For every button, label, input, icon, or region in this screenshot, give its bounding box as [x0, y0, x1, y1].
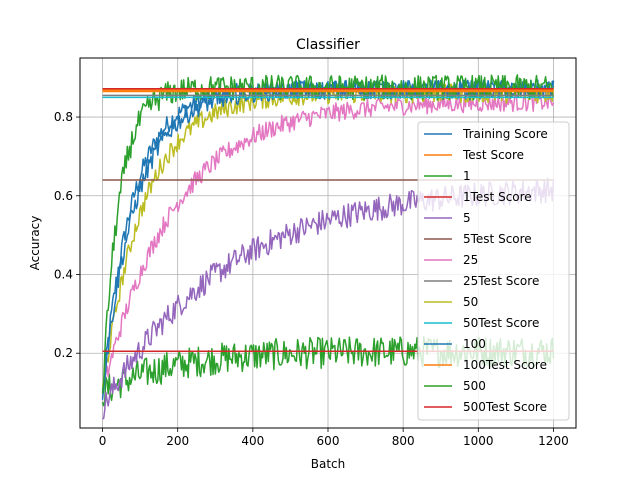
x-tick-label: 1200	[538, 434, 569, 448]
chart-title: Classifier	[296, 37, 360, 53]
x-tick-label: 800	[392, 434, 415, 448]
legend-label: 5Test Score	[463, 232, 532, 246]
y-tick-label: 0.2	[54, 346, 73, 360]
legend-label: Test Score	[462, 148, 524, 162]
legend-label: 50Test Score	[463, 316, 539, 330]
legend-label: 500	[463, 379, 486, 393]
x-tick-label: 0	[99, 434, 107, 448]
y-tick-label: 0.4	[54, 267, 73, 281]
legend-label: 100	[463, 337, 486, 351]
legend-label: 25	[463, 253, 478, 267]
x-tick-label: 600	[317, 434, 340, 448]
legend: Training Score Test Score 1 1Test Score 5 5Te…	[417, 121, 570, 421]
legend-label: 50	[463, 295, 478, 309]
x-axis-label: Batch	[311, 457, 346, 471]
legend-label: Training Score	[462, 127, 548, 141]
y-axis-label: Accuracy	[28, 216, 42, 271]
legend-box	[417, 121, 570, 421]
axis-ticks: 0 200 400 600 800 1000 1200 0.2 0.4 0.6 0.8	[54, 110, 569, 448]
legend-label: 100Test Score	[463, 358, 547, 372]
legend-label: 500Test Score	[463, 400, 547, 414]
legend-label: 1	[463, 169, 471, 183]
y-tick-label: 0.6	[54, 189, 73, 203]
x-tick-label: 200	[166, 434, 189, 448]
series-line	[101, 91, 555, 398]
x-tick-label: 400	[241, 434, 264, 448]
legend-label: 25Test Score	[463, 274, 539, 288]
x-tick-label: 1000	[463, 434, 494, 448]
legend-label: 1Test Score	[463, 190, 532, 204]
legend-label: 5	[463, 211, 471, 225]
y-tick-label: 0.8	[54, 110, 73, 124]
